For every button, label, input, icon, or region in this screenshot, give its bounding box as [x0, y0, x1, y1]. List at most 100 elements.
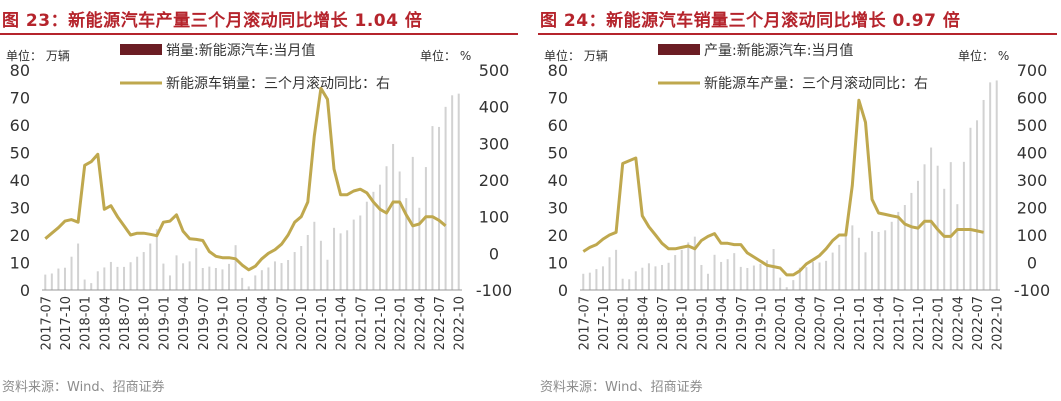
bar [346, 230, 349, 290]
bar [155, 229, 158, 290]
bar [989, 82, 992, 290]
bar [129, 262, 132, 290]
bar [766, 260, 769, 290]
bar [923, 164, 926, 290]
bar [857, 237, 860, 290]
bar [680, 249, 683, 290]
series-line [582, 98, 984, 277]
bar [293, 252, 296, 290]
y-right-tick-label: 700 [1017, 61, 1048, 80]
bar [785, 287, 788, 290]
bar [831, 252, 834, 290]
bar [109, 261, 112, 290]
bar [333, 227, 336, 290]
left-unit-label: 单位： 万辆 [544, 48, 608, 63]
bar [247, 286, 250, 290]
bar [969, 127, 972, 290]
bar [621, 278, 624, 290]
bar [195, 248, 198, 290]
bar [424, 167, 427, 290]
bar [667, 262, 670, 290]
bar [221, 269, 224, 290]
title-rule [538, 33, 1057, 35]
legend-line-label: 新能源车销量：三个月滚动同比：右 [166, 75, 390, 92]
bar [352, 219, 355, 290]
bar [890, 221, 893, 290]
x-tick-label: 2021-01 [315, 296, 330, 350]
legend-bar-swatch [658, 44, 700, 55]
x-tick-label: 2020-01 [774, 296, 789, 350]
y-left-tick-label: 80 [548, 61, 568, 80]
bar [175, 255, 178, 290]
bar [116, 266, 119, 290]
bar [995, 80, 998, 290]
x-tick-label: 2021-07 [892, 296, 907, 350]
x-tick-label: 2017-10 [597, 296, 612, 350]
y-right-tick-label: 200 [479, 171, 510, 190]
bar [103, 267, 106, 290]
bar [313, 221, 316, 290]
bar [792, 280, 795, 290]
bar [916, 180, 919, 290]
x-tick-label: 2022-10 [991, 296, 1006, 350]
bar [884, 230, 887, 290]
y-left-tick-label: 20 [548, 226, 568, 245]
bar [457, 93, 460, 291]
bar [713, 254, 716, 290]
bar [201, 268, 204, 290]
bar [641, 267, 644, 290]
bar [228, 263, 231, 290]
x-tick-label: 2018-07 [118, 296, 133, 350]
bar [844, 235, 847, 290]
x-tick-label: 2020-10 [295, 296, 310, 350]
chart-panel-23: 图 23：新能源汽车产量三个月滚动同比增长 1.04 倍 单位： 万辆 单位： %… [0, 0, 522, 401]
x-tick-label: 2019-07 [735, 296, 750, 350]
bar [234, 245, 237, 290]
x-tick-label: 2021-07 [354, 296, 369, 350]
x-tick-label: 2018-07 [656, 296, 671, 350]
bar [647, 263, 650, 290]
x-tick-label: 2021-10 [912, 296, 927, 350]
bar [96, 271, 99, 290]
y-left-tick-label: 30 [548, 199, 568, 218]
bar [241, 277, 244, 290]
y-left-tick-label: 0 [20, 281, 30, 300]
bar [280, 263, 283, 290]
bar [188, 261, 191, 290]
bar [595, 269, 598, 290]
bar [654, 266, 657, 290]
y-right-tick-label: 0 [489, 244, 499, 263]
x-tick-label: 2019-01 [695, 296, 710, 350]
bar [720, 261, 723, 290]
bar [825, 260, 828, 290]
legend-bar-label: 销量:新能源汽车:当月值 [166, 42, 315, 59]
bar [838, 244, 841, 290]
bar [739, 266, 742, 290]
y-right-tick-label: 300 [1017, 171, 1048, 190]
chart-source: 资料来源：Wind、招商证券 [540, 380, 703, 395]
bar [273, 261, 276, 290]
x-tick-label: 2017-07 [39, 296, 54, 350]
x-tick-label: 2018-01 [617, 296, 632, 350]
bar [818, 262, 821, 290]
bar [168, 275, 171, 290]
bar [634, 271, 637, 290]
bar [392, 143, 395, 290]
chart-title: 图 24：新能源汽车销量三个月滚动同比增长 0.97 倍 [540, 11, 961, 31]
x-tick-label: 2019-01 [157, 296, 172, 350]
bar [752, 265, 755, 290]
bar [772, 249, 775, 290]
bar [398, 171, 401, 290]
x-tick-label: 2018-10 [138, 296, 153, 350]
bar [582, 273, 585, 290]
legend-bar-swatch [120, 44, 162, 55]
y-left-tick-label: 30 [10, 199, 30, 218]
bar [661, 264, 664, 290]
x-tick-label: 2018-10 [676, 296, 691, 350]
bar [871, 231, 874, 290]
bar [976, 120, 979, 290]
bar [267, 267, 270, 290]
x-tick-label: 2019-04 [715, 296, 730, 350]
y-left-tick-label: 60 [10, 116, 30, 135]
